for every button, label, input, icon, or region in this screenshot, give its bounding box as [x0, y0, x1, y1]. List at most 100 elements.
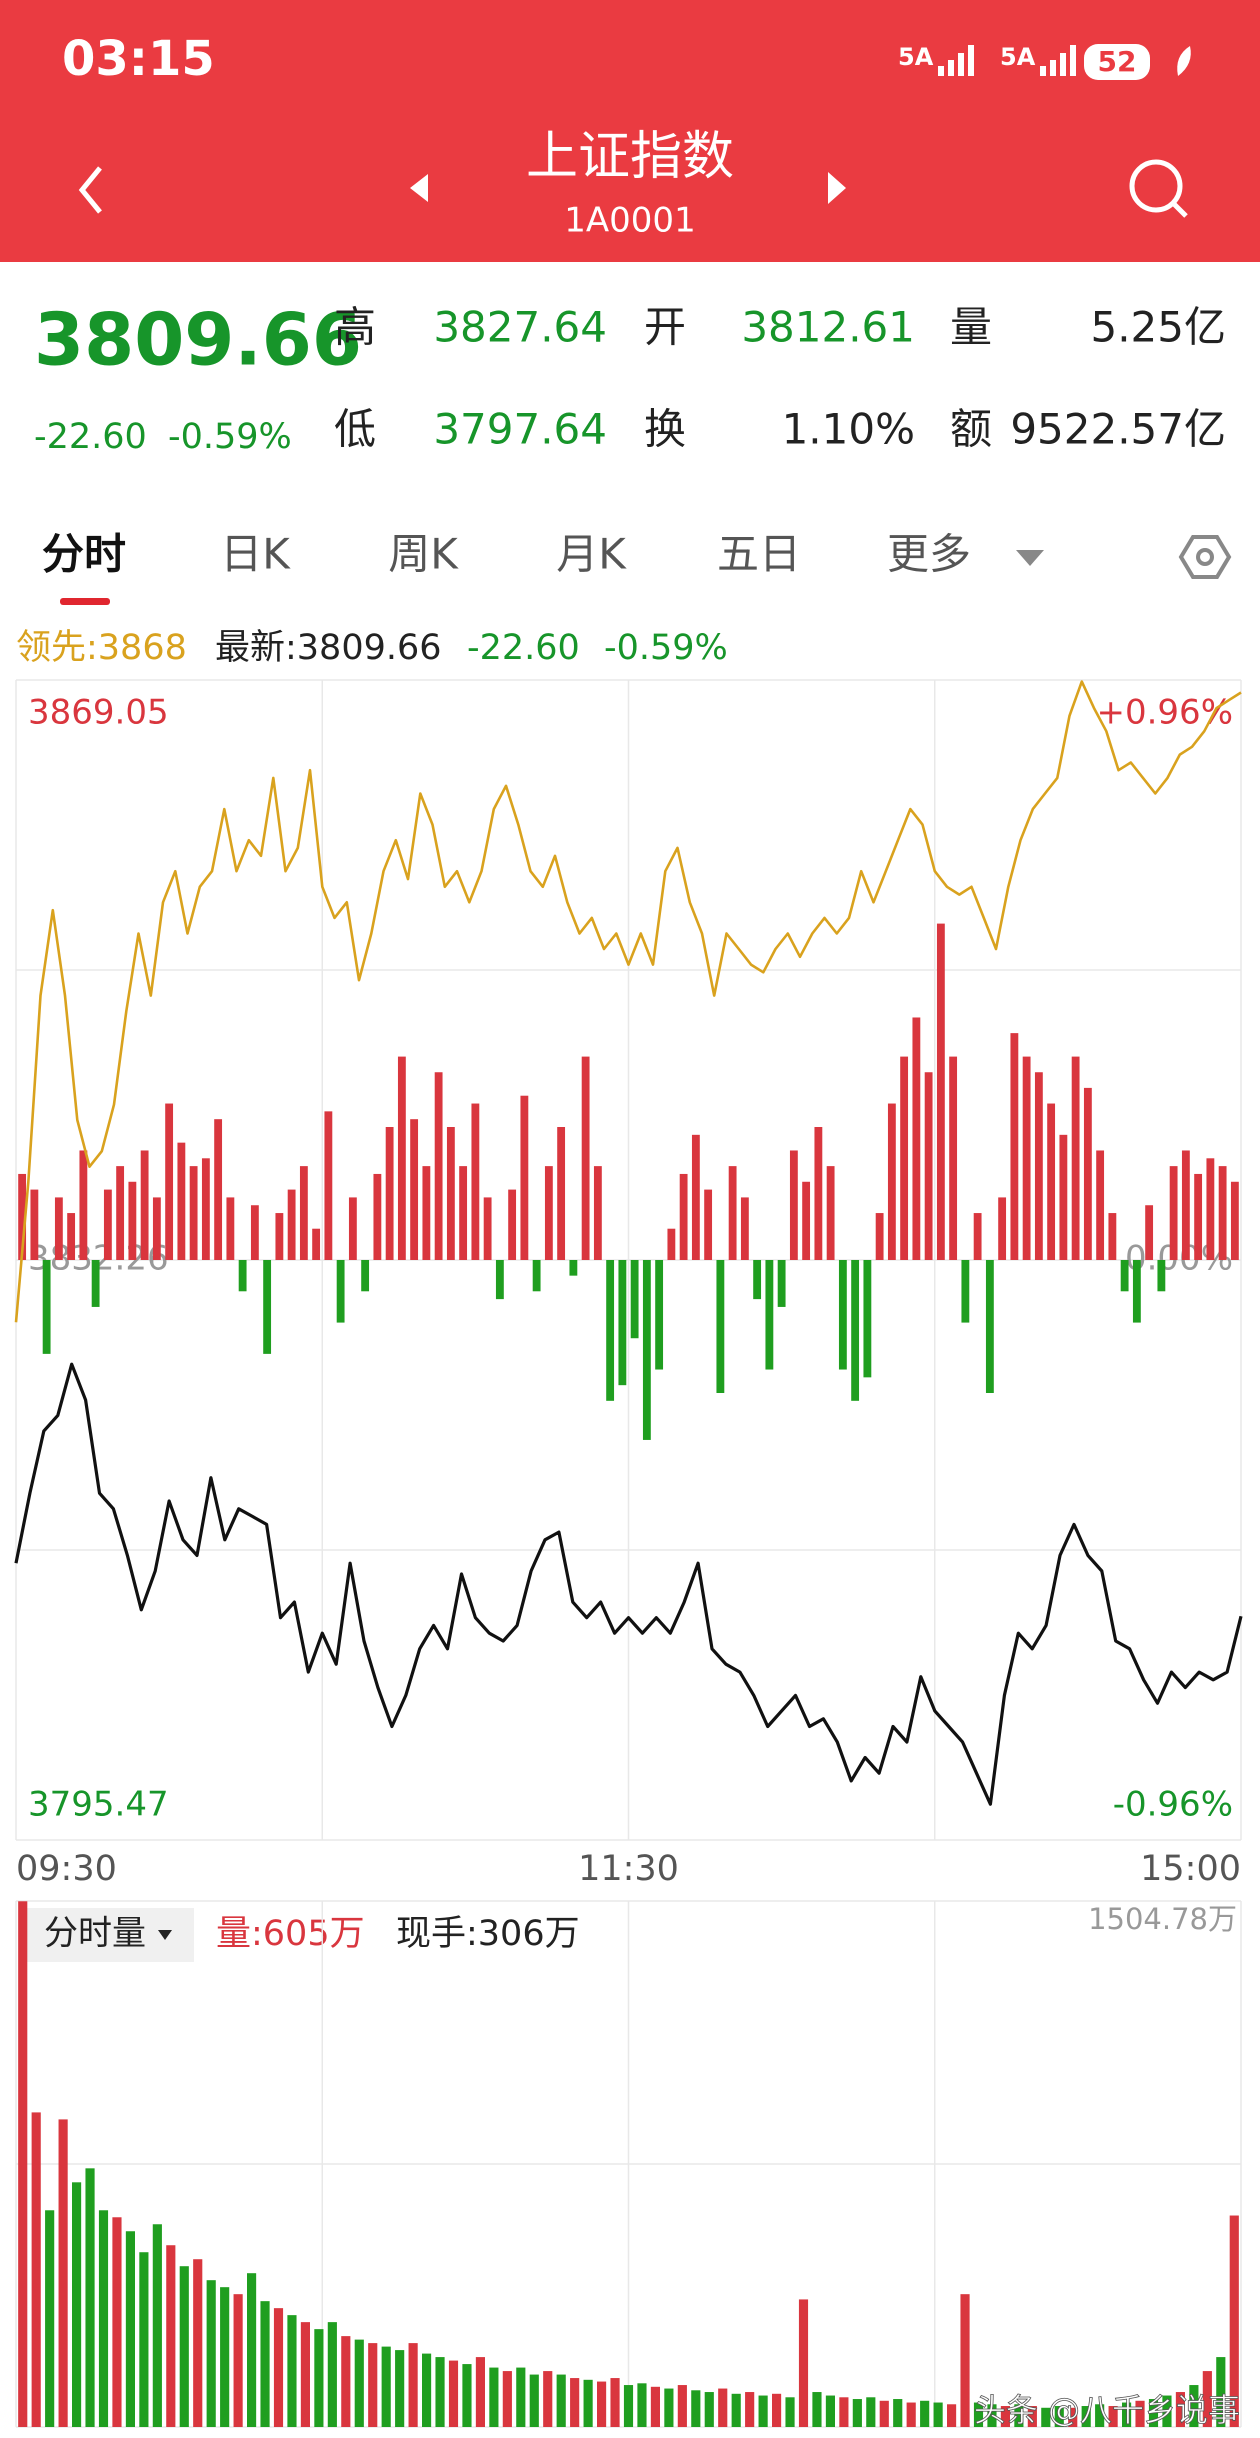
back-button[interactable] [78, 166, 102, 214]
diff-bar [336, 1260, 345, 1323]
volume-bar [314, 2329, 324, 2427]
diff-bar [961, 1260, 970, 1323]
volume-selector-label[interactable]: 分时量 [44, 1914, 146, 1954]
more-arrow[interactable] [1016, 550, 1044, 566]
diff-bar [728, 1166, 737, 1260]
volume-bar [664, 2388, 674, 2427]
volume-bar [906, 2402, 916, 2427]
diff-bar [544, 1166, 553, 1260]
tab[interactable]: 分时 [42, 530, 126, 579]
volume-bar [1014, 2404, 1024, 2427]
diff-bar [642, 1260, 651, 1440]
volume-bar [341, 2336, 351, 2427]
volume-bar [233, 2294, 243, 2427]
diff-bar [973, 1213, 982, 1260]
diff-bar [238, 1260, 247, 1292]
diff-bar [459, 1166, 468, 1260]
tab-indicator [60, 598, 110, 605]
volume-bar [462, 2364, 472, 2427]
signal-label: 5A [898, 43, 934, 71]
diff-bar [103, 1189, 112, 1260]
y-tick-label: 3795.47 [28, 1785, 169, 1825]
settings-button[interactable] [1178, 535, 1232, 579]
volume-bar [448, 2360, 459, 2427]
diff-bar [1181, 1150, 1190, 1260]
field-label: 高 [334, 303, 376, 352]
volume-bar [785, 2397, 795, 2427]
status-time: 03:15 [62, 31, 215, 87]
diff-bar [287, 1189, 296, 1260]
volume-bar [247, 2273, 257, 2427]
selector-arrow[interactable] [158, 1930, 172, 1940]
legend-leading: 领先:3868 [16, 628, 187, 668]
field-label: 量 [950, 303, 992, 352]
volume-bar [731, 2393, 741, 2427]
volume-bar [395, 2350, 405, 2427]
diff-bar [140, 1150, 149, 1260]
field-value: 3827.64 [433, 303, 607, 352]
volume-bar [435, 2357, 445, 2427]
diff-bar [495, 1260, 504, 1300]
volume-bar [812, 2392, 822, 2427]
field-value: 3812.61 [741, 303, 915, 352]
diff-bar [299, 1166, 308, 1260]
volume-bar [1122, 2402, 1132, 2427]
diff-bar [765, 1260, 774, 1370]
diff-bar [42, 1260, 51, 1354]
volume-bar [193, 2259, 203, 2427]
diff-bar [1169, 1166, 1178, 1260]
field-value: 1.10% [782, 405, 915, 454]
field-label: 低 [334, 405, 376, 454]
volume-bar [1189, 2385, 1199, 2427]
next-button[interactable] [828, 172, 846, 204]
search-button[interactable] [1129, 159, 1188, 218]
diff-bar [446, 1127, 455, 1260]
volume-bar [1202, 2371, 1212, 2427]
diff-bar [361, 1260, 370, 1292]
diff-bar [716, 1260, 725, 1393]
legend-latest: 最新:3809.66 [215, 628, 442, 668]
tab[interactable]: 月K [556, 530, 627, 579]
tab[interactable]: 周K [388, 530, 459, 579]
volume-bar [947, 2404, 957, 2427]
tab[interactable]: 五日 [717, 530, 801, 579]
volume-bar [825, 2395, 835, 2427]
signal-label: 5A [1000, 43, 1036, 71]
volume-bar [623, 2385, 634, 2427]
legend-change: -22.60 [467, 628, 580, 668]
diff-bar [679, 1173, 688, 1260]
volume-bar [516, 2367, 526, 2427]
volume-bar [31, 2112, 41, 2427]
volume-bar [718, 2388, 728, 2427]
prev-button[interactable] [410, 174, 428, 202]
volume-bar [98, 2210, 109, 2427]
diff-bar [508, 1189, 517, 1260]
diff-bar [1194, 1173, 1203, 1260]
volume-bar [798, 2299, 809, 2427]
volume-bar [273, 2308, 284, 2427]
volume-bar [18, 1901, 28, 2427]
field-label: 换 [644, 405, 686, 454]
volume-bar [583, 2379, 593, 2427]
diff-bar [385, 1127, 394, 1260]
diff-bar [422, 1166, 431, 1260]
volume-bar [529, 2374, 539, 2427]
diff-bar [618, 1260, 627, 1386]
tab[interactable]: 更多 [887, 530, 971, 579]
volume-bar [1175, 2392, 1185, 2427]
diff-bar [1010, 1033, 1019, 1260]
diff-bar [936, 923, 945, 1260]
header-bg [0, 0, 1260, 262]
diff-bar [67, 1213, 76, 1260]
diff-bar [851, 1260, 860, 1401]
diff-bar [655, 1260, 664, 1370]
volume-bar [758, 2395, 768, 2427]
volume-bar [987, 2404, 997, 2427]
volume-bar [220, 2287, 230, 2427]
diff-bar [520, 1095, 529, 1260]
diff-bar [214, 1119, 223, 1260]
y-tick-label: 1504.78万 [1088, 1902, 1237, 1936]
tab[interactable]: 日K [220, 530, 291, 579]
volume-bar [839, 2397, 849, 2427]
x-tick-label: 09:30 [16, 1849, 117, 1889]
